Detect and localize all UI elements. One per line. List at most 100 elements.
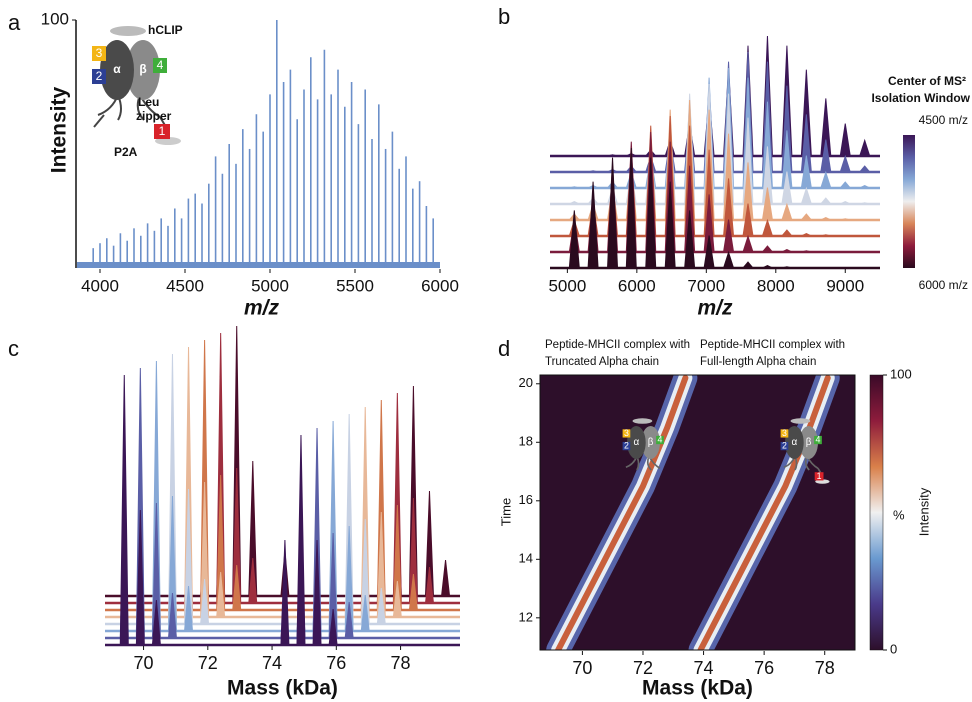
peak xyxy=(840,218,851,221)
peak xyxy=(781,202,793,221)
peak xyxy=(858,165,871,173)
peak xyxy=(645,157,657,269)
peak xyxy=(839,154,851,173)
peak xyxy=(376,587,386,625)
y-tick-label: 100 xyxy=(41,9,69,28)
peak xyxy=(392,580,402,618)
peak xyxy=(568,210,580,269)
domain-box xyxy=(780,429,789,438)
peak xyxy=(607,154,618,157)
peak xyxy=(167,592,178,639)
domain-box xyxy=(92,69,106,84)
x-tick-label: 4000 xyxy=(81,276,119,295)
mini-diagram: α β 3 2 4 xyxy=(622,418,664,471)
x-axis-label: Mass (kDa) xyxy=(642,677,753,700)
y-tick-label: 20 xyxy=(519,375,533,390)
annotation: Full-length Alpha chain xyxy=(700,356,816,368)
x-tick-label: 8000 xyxy=(757,276,795,295)
peak xyxy=(820,170,832,189)
inset-label: hCLIP xyxy=(148,23,183,37)
peak xyxy=(569,186,580,189)
stem xyxy=(783,455,823,475)
domain-box xyxy=(622,429,631,438)
peak xyxy=(761,245,774,253)
peak xyxy=(820,217,832,221)
peak xyxy=(859,138,871,157)
inset-label: 1 xyxy=(817,471,822,481)
peak xyxy=(703,235,715,269)
domain-box xyxy=(153,58,167,73)
peak xyxy=(587,181,599,269)
beta-shape xyxy=(126,40,160,100)
peak xyxy=(722,250,735,269)
peak xyxy=(119,374,129,646)
panel-letter: a xyxy=(8,10,21,35)
peak xyxy=(440,559,451,597)
inset-label: α xyxy=(791,437,797,448)
colorbar-tick-label: 0 xyxy=(890,641,897,656)
peak xyxy=(800,186,813,205)
x-tick-label: 78 xyxy=(391,653,411,673)
x-tick-label: 70 xyxy=(134,653,154,673)
alpha-shape xyxy=(100,40,134,100)
x-tick-label: 70 xyxy=(572,658,592,678)
peak xyxy=(344,601,354,639)
x-tick-label: 5500 xyxy=(336,276,374,295)
panel-letter: b xyxy=(498,4,510,29)
beta-shape xyxy=(799,426,818,459)
inset-label: 3 xyxy=(782,428,787,438)
peak xyxy=(360,594,370,632)
inset-label: 4 xyxy=(816,435,821,445)
domain-box xyxy=(814,472,824,481)
stem xyxy=(625,455,661,471)
peak xyxy=(296,434,306,646)
peak xyxy=(664,181,676,269)
annotation: Peptide-MHCII complex with xyxy=(545,339,690,351)
inset-label: 1 xyxy=(159,124,166,138)
peak xyxy=(859,202,870,205)
peak xyxy=(742,234,754,253)
peak xyxy=(820,234,831,237)
x-tick-label: 72 xyxy=(633,658,653,678)
annotation: Peptide-MHCII complex with xyxy=(700,339,845,351)
peak xyxy=(801,233,812,237)
peak xyxy=(839,181,852,189)
colorbar-title: Center of MS² xyxy=(888,74,966,88)
stem xyxy=(93,94,167,128)
inset-label: β xyxy=(139,62,146,76)
colorbar-label: 4500 m/z xyxy=(919,113,968,127)
peak xyxy=(569,201,580,205)
alpha-shape xyxy=(785,426,804,459)
panel-letter: d xyxy=(498,336,510,361)
inset-label: α xyxy=(113,62,121,76)
band xyxy=(555,375,689,650)
y-axis-label: Time xyxy=(498,498,513,526)
peak xyxy=(607,157,619,269)
inset-label: 3 xyxy=(624,428,629,438)
colorbar-label: 6000 m/z xyxy=(919,278,968,292)
peak xyxy=(200,578,210,625)
peak xyxy=(280,539,290,646)
domain-box xyxy=(154,124,170,139)
inset-label: β xyxy=(648,437,654,448)
peak xyxy=(762,265,773,269)
x-tick-label: 74 xyxy=(262,653,282,673)
peak xyxy=(312,539,322,646)
peak xyxy=(839,123,851,157)
colorbar xyxy=(869,374,884,651)
peak xyxy=(781,266,793,269)
peak xyxy=(408,573,418,611)
peak xyxy=(232,564,242,611)
peak xyxy=(183,585,194,632)
peak xyxy=(840,201,851,205)
x-tick-label: 7000 xyxy=(687,276,725,295)
alpha-shape xyxy=(627,426,646,459)
inset-label: 2 xyxy=(624,441,629,451)
colorbar-tick-label: 100 xyxy=(890,366,912,381)
peak xyxy=(780,229,793,237)
peak xyxy=(741,261,755,269)
peak xyxy=(424,566,435,604)
inset-label: 2 xyxy=(96,69,103,83)
colorbar-title: Isolation Window xyxy=(871,91,970,105)
